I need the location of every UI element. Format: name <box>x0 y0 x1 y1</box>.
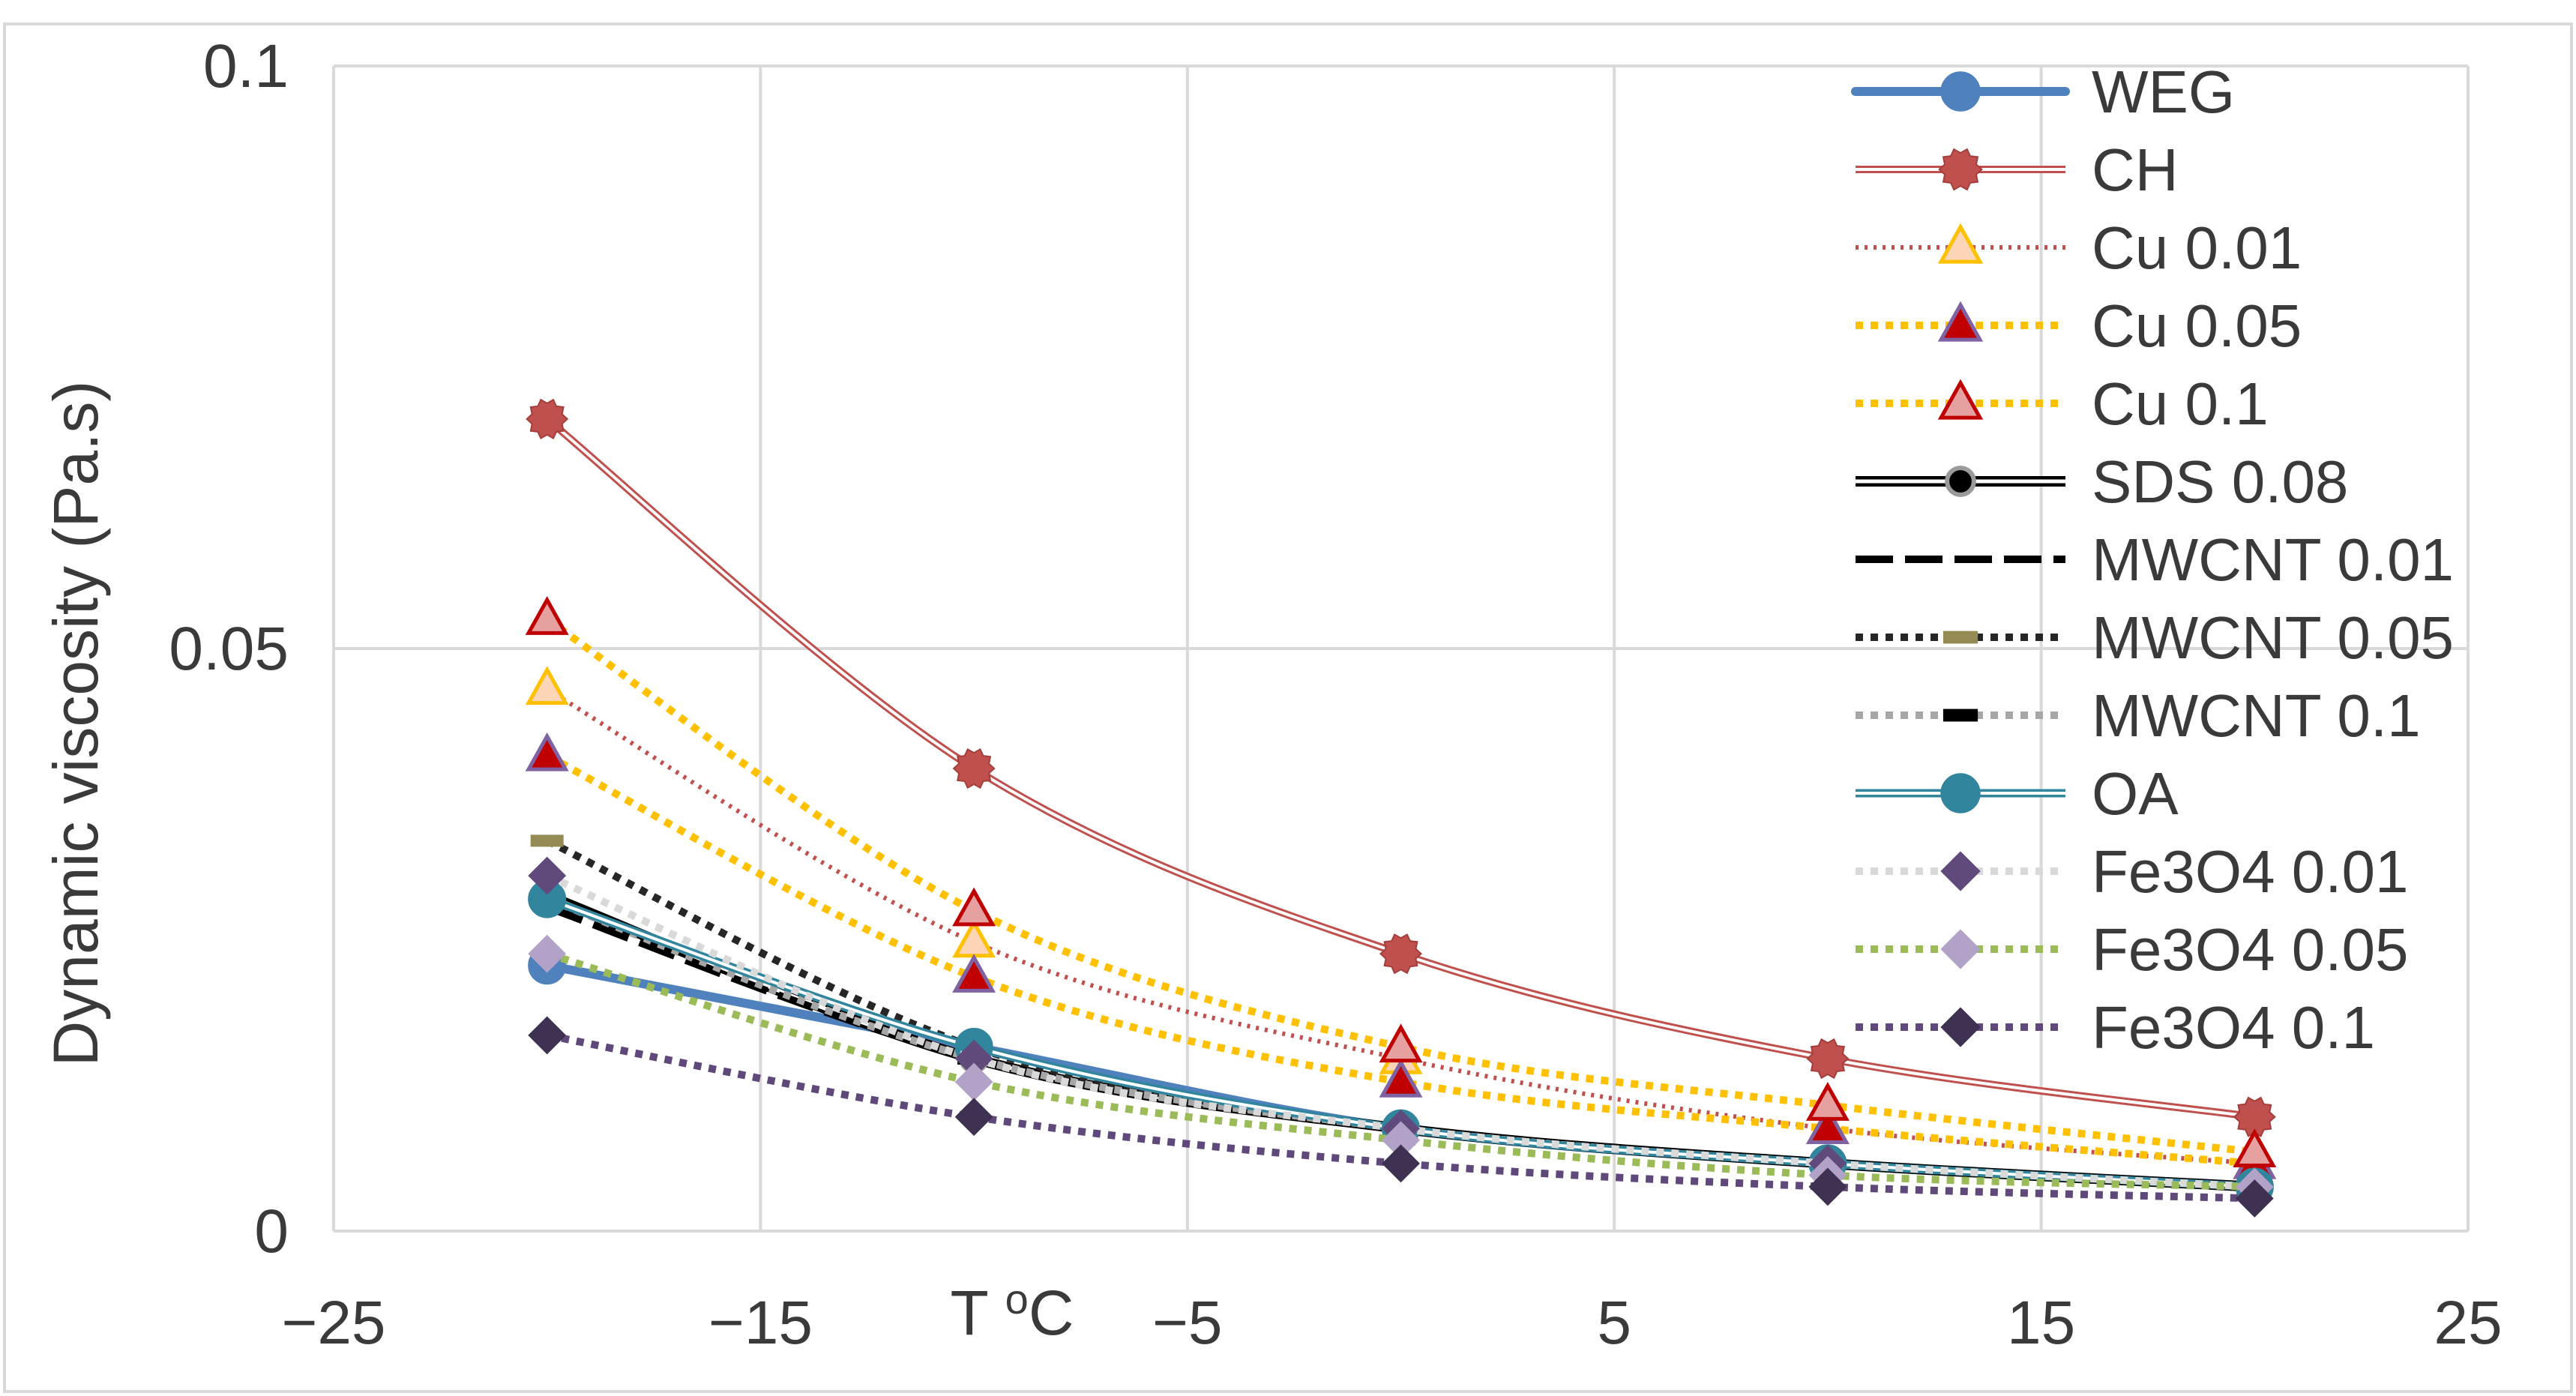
legend-entry: MWCNT 0.05 <box>1856 604 2454 671</box>
series-4 <box>525 596 2277 1168</box>
legend-marker <box>1937 223 1984 264</box>
data-point <box>525 732 569 771</box>
data-point <box>1808 1167 1847 1206</box>
legend-entry: Fe3O4 0.1 <box>1856 994 2375 1061</box>
legend-entry: Cu 0.1 <box>1856 370 2269 437</box>
series-line <box>546 1032 2255 1203</box>
data-point <box>528 1016 567 1055</box>
legend-marker <box>1937 379 1984 420</box>
legend-label: WEG <box>2092 58 2235 125</box>
legend-entry: MWCNT 0.1 <box>1856 682 2421 749</box>
data-point <box>952 954 996 993</box>
data-point <box>528 856 567 895</box>
legend-entry: MWCNT 0.01 <box>1856 526 2454 593</box>
x-tick-label: −25 <box>281 1289 385 1357</box>
legend-label: Cu 0.05 <box>2092 292 2302 359</box>
y-tick-label: 0 <box>254 1197 289 1266</box>
legend-marker <box>1940 773 1981 813</box>
data-point <box>1379 1058 1423 1098</box>
x-tick-label: 25 <box>2434 1289 2502 1357</box>
legend-label: MWCNT 0.1 <box>2092 682 2421 749</box>
legend-label: OA <box>2092 760 2179 827</box>
series-layer <box>525 398 2277 1218</box>
legend-marker <box>1940 929 1981 969</box>
legend: WEG CH Cu 0.01 Cu 0.05 Cu 0.1 SDS 0.08 MWCNT … <box>1851 58 2454 1061</box>
data-point <box>2233 1096 2276 1137</box>
data-point <box>528 934 567 973</box>
legend-label: MWCNT 0.05 <box>2092 604 2454 671</box>
series-line <box>545 872 2255 1191</box>
series-line <box>544 415 2255 1121</box>
y-axis-title: Dynamic viscosity (Pa.s) <box>40 381 111 1067</box>
legend-entry: CH <box>1856 136 2179 203</box>
data-point <box>526 398 569 439</box>
legend-entry: Fe3O4 0.05 <box>1856 916 2409 983</box>
legend-entry: Cu 0.01 <box>1856 214 2302 281</box>
legend-marker <box>1940 851 1981 891</box>
y-tick-label: 0.1 <box>203 32 289 100</box>
x-tick-label: 5 <box>1597 1289 1631 1357</box>
data-point <box>1805 1082 1850 1121</box>
legend-label: Cu 0.1 <box>2092 370 2269 437</box>
legend-marker <box>1938 148 1983 191</box>
legend-label: CH <box>2092 136 2179 203</box>
data-point <box>1379 1023 1423 1063</box>
legend-entry: SDS 0.08 <box>1856 448 2348 515</box>
legend-entry: Cu 0.05 <box>1856 292 2302 359</box>
legend-entry: OA <box>1856 760 2179 827</box>
legend-marker <box>1940 71 1981 112</box>
legend-label: Fe3O4 0.01 <box>2092 838 2409 905</box>
data-point <box>1379 933 1422 975</box>
series-12 <box>528 1016 2274 1218</box>
data-point <box>525 666 569 705</box>
data-point <box>530 834 564 847</box>
legend-label: Fe3O4 0.1 <box>2092 994 2375 1061</box>
data-point <box>2233 1128 2277 1168</box>
legend-marker <box>1942 708 1978 722</box>
x-tick-label: −15 <box>708 1289 813 1357</box>
legend-marker <box>1940 1007 1981 1047</box>
y-tick-label: 0.05 <box>169 615 289 683</box>
legend-label: Fe3O4 0.05 <box>2092 916 2409 983</box>
data-point <box>2235 1179 2274 1218</box>
series-line <box>544 616 2255 1156</box>
x-tick-label: −5 <box>1152 1289 1223 1357</box>
legend-marker <box>1937 301 1984 342</box>
series-1 <box>526 398 2276 1137</box>
grid <box>332 64 2470 1233</box>
data-point <box>1805 1105 1850 1144</box>
legend-label: MWCNT 0.01 <box>2092 526 2454 593</box>
data-point <box>1806 1038 1850 1080</box>
chart-border <box>3 22 2573 1393</box>
axes: −25 −15 −5 5 15 25 0 0.05 0.1 <box>169 32 2502 1357</box>
legend-entry: WEG <box>1851 58 2235 125</box>
legend-label: Cu 0.01 <box>2092 214 2302 281</box>
legend-marker <box>1945 466 1976 497</box>
data-point <box>952 887 996 927</box>
legend-label: SDS 0.08 <box>2092 448 2348 515</box>
data-point <box>952 747 996 789</box>
legend-marker <box>1942 631 1978 644</box>
x-axis-title: T oC <box>951 1275 1074 1348</box>
x-tick-label: 15 <box>2007 1289 2075 1357</box>
data-point <box>525 596 569 635</box>
data-point <box>954 1098 993 1137</box>
legend-entry: Fe3O4 0.01 <box>1856 838 2409 905</box>
data-point <box>1382 1144 1420 1183</box>
